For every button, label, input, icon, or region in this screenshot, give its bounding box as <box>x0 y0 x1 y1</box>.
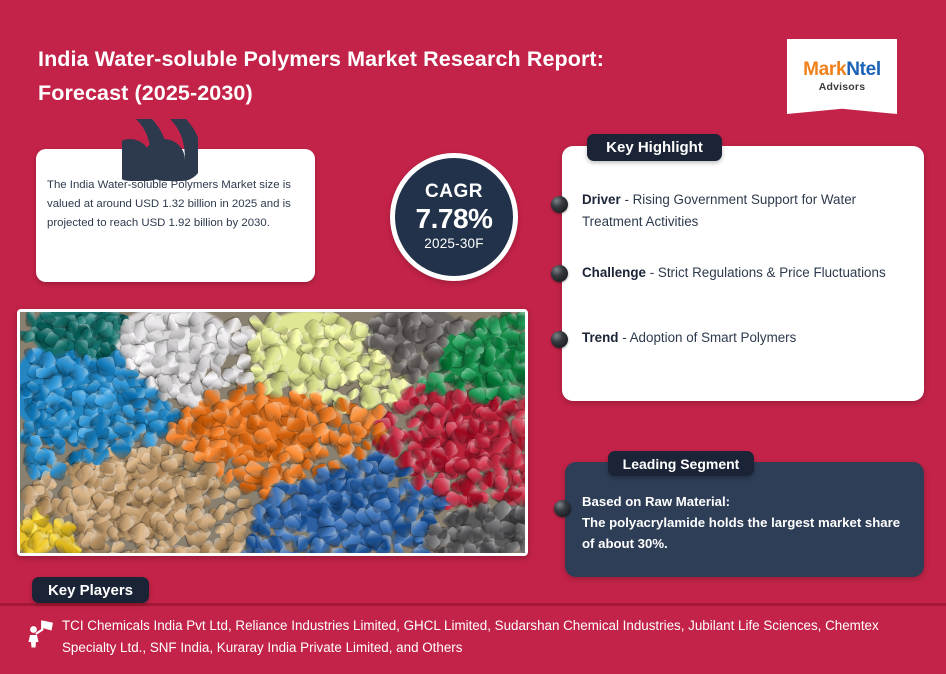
cagr-badge: CAGR 7.78% 2025-30F <box>390 153 518 281</box>
logo-text-ntel: Ntel <box>846 59 881 80</box>
footer-divider <box>0 603 946 606</box>
logo-subtitle: Advisors <box>818 81 866 93</box>
key-highlight-badge: Key Highlight <box>587 134 722 161</box>
cagr-period: 2025-30F <box>424 235 484 251</box>
cagr-label: CAGR <box>425 180 483 202</box>
key-highlight-card <box>562 146 924 401</box>
key-highlight-item-driver: Driver - Rising Government Support for W… <box>582 189 912 233</box>
leading-segment-line1: Based on Raw Material: <box>582 494 731 509</box>
market-size-text: The India Water-soluble Polymers Market … <box>47 179 291 229</box>
cagr-value: 7.78% <box>415 202 493 234</box>
leading-segment-badge: Leading Segment <box>608 451 754 476</box>
highlight-label: Challenge <box>582 265 646 280</box>
logo-wordmark: MarkNtel <box>803 60 881 80</box>
page-title: India Water-soluble Polymers Market Rese… <box>38 47 604 105</box>
key-players-badge: Key Players <box>32 577 149 603</box>
quotation-mark-icon <box>109 119 202 181</box>
person-with-flag-icon <box>27 618 55 648</box>
key-highlight-item-challenge: Challenge - Strict Regulations & Price F… <box>582 262 912 284</box>
key-highlight-item-trend: Trend - Adoption of Smart Polymers <box>582 327 912 349</box>
leading-segment-text: Based on Raw Material: The polyacrylamid… <box>582 491 912 554</box>
highlight-text: - Adoption of Smart Polymers <box>618 330 797 345</box>
logo-text-mark: Mark <box>803 59 847 80</box>
highlight-label: Driver <box>582 192 621 207</box>
product-image-frame <box>17 309 528 556</box>
leading-segment-line2: The polyacrylamide holds the largest mar… <box>582 515 901 551</box>
polymer-pellets-image <box>20 312 525 553</box>
highlight-label: Trend <box>582 330 619 345</box>
bullet-icon <box>551 331 568 348</box>
highlight-text: - Strict Regulations & Price Fluctuation… <box>646 265 886 280</box>
brand-logo: MarkNtel Advisors <box>787 39 897 114</box>
key-players-text: TCI Chemicals India Pvt Ltd, Reliance In… <box>62 618 879 655</box>
bullet-icon <box>551 265 568 282</box>
bullet-icon <box>554 500 571 517</box>
leading-segment-card <box>565 462 924 577</box>
bullet-icon <box>551 196 568 213</box>
highlight-text: - Rising Government Support for Water Tr… <box>582 192 857 229</box>
